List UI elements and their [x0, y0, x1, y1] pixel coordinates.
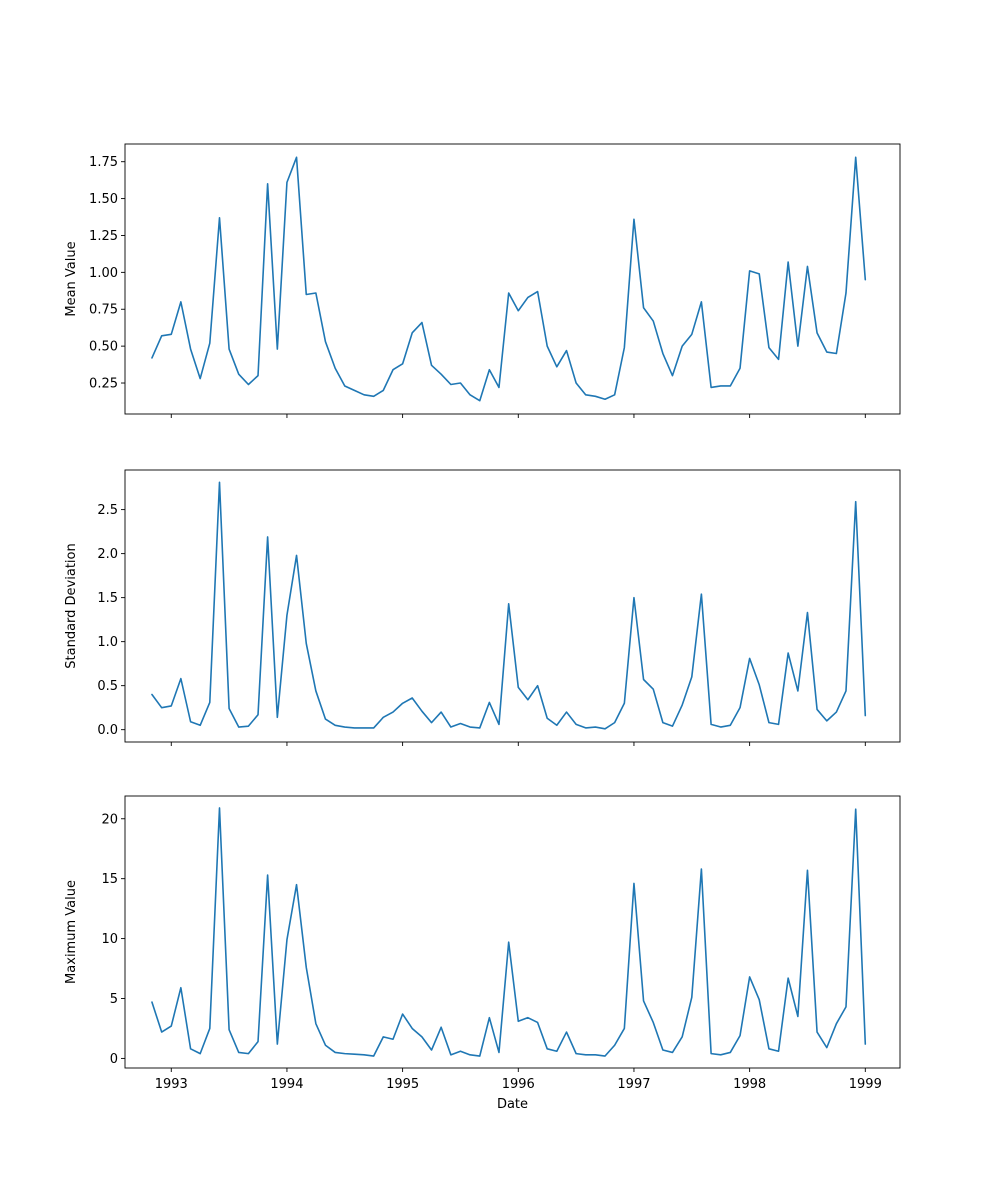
y-tick-label: 10 [101, 932, 118, 947]
x-tick-label: 1996 [502, 1077, 535, 1092]
y-tick-label: 20 [101, 812, 118, 827]
y-tick-label: 1.0 [97, 635, 118, 650]
y-tick-label: 1.00 [89, 266, 118, 281]
axes-frame [124, 469, 901, 743]
x-tick-label: 1994 [270, 1077, 303, 1092]
x-tick-label: 1997 [617, 1077, 650, 1092]
y-tick-label: 2.5 [97, 503, 118, 518]
y-tick-label: 1.25 [89, 229, 118, 244]
series-line-3-1 [151, 807, 867, 1057]
y-tick-label: 0.75 [89, 303, 118, 318]
y-tick-label: 0.25 [89, 377, 118, 392]
x-axis-label: Date [497, 1097, 528, 1112]
y-tick-label: 1.75 [89, 155, 118, 170]
subplot-2: 0.0 0.5 1.0 1.5 2.0 2.5 Standard Deviation [64, 469, 901, 746]
y-tick-label: 2.0 [97, 547, 118, 562]
x-tick-label: 1999 [849, 1077, 882, 1092]
y-axis-label: Maximum Value [64, 880, 79, 984]
subplot-3: 0 5 10 15 20 1993 1994 1995 1996 1997 1998 1999 Maxi… [64, 795, 901, 1112]
y-tick-label: 0.0 [97, 723, 118, 738]
series-line-1-1 [151, 156, 867, 402]
y-axis-label: Mean Value [64, 241, 79, 316]
series-line-2-1 [151, 481, 867, 730]
x-tick-label: 1995 [386, 1077, 419, 1092]
y-tick-label: 1.5 [97, 591, 118, 606]
y-tick-label: 1.50 [89, 192, 118, 207]
y-tick-label: 5 [110, 992, 118, 1007]
subplot-1: 0.25 0.50 0.75 1.00 1.25 1.50 1.75 Mean Value [64, 143, 901, 418]
y-tick-label: 15 [101, 872, 118, 887]
x-tick-label: 1998 [733, 1077, 766, 1092]
y-axis-label: Standard Deviation [64, 543, 79, 668]
axes-frame [124, 795, 901, 1069]
x-tick-label: 1993 [155, 1077, 188, 1092]
axes-frame [124, 143, 901, 415]
y-tick-label: 0.5 [97, 679, 118, 694]
y-tick-label: 0.50 [89, 340, 118, 355]
y-tick-label: 0 [110, 1052, 118, 1067]
